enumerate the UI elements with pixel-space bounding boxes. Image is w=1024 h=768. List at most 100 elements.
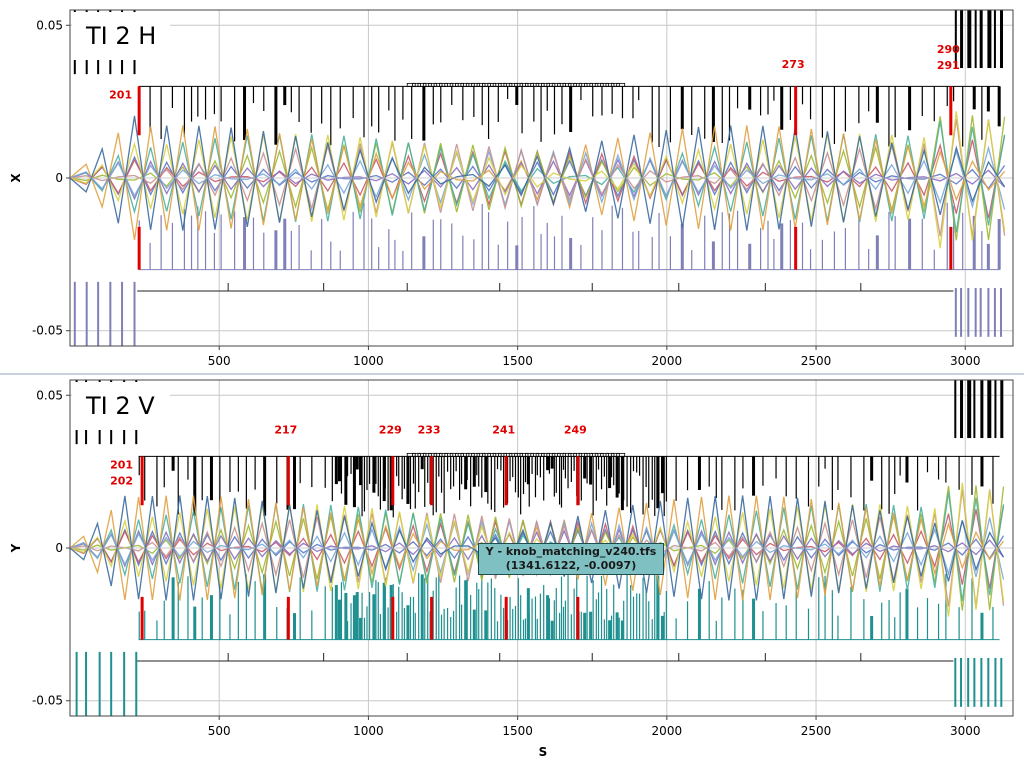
element-label: 249	[564, 423, 587, 436]
element-marker-bottom	[561, 215, 563, 270]
edge-marker-bottom	[987, 287, 990, 337]
element-marker-bottom	[648, 601, 650, 640]
element-marker-top	[502, 456, 505, 508]
element-bump	[594, 82, 604, 87]
element-marker-top	[160, 86, 162, 140]
element-bump	[449, 82, 459, 87]
element-marker-bottom	[138, 611, 140, 640]
element-marker-top	[193, 456, 197, 516]
element-marker-bottom	[543, 584, 545, 640]
element-marker-bottom	[600, 575, 603, 640]
element-marker-bottom	[377, 582, 379, 640]
element-marker-top	[665, 456, 667, 502]
highlight-marker-bottom	[430, 596, 434, 640]
element-marker-bottom	[663, 611, 665, 640]
element-marker-bottom	[610, 615, 613, 640]
x-tick-label: 1500	[502, 354, 533, 368]
element-marker-top	[520, 456, 522, 515]
element-marker-top	[807, 456, 810, 507]
element-marker-top	[642, 456, 644, 515]
element-marker-bottom	[321, 218, 323, 270]
element-marker-bottom	[406, 605, 410, 640]
edge-marker-bottom	[85, 651, 88, 716]
element-marker-bottom	[494, 587, 496, 640]
element-bump	[530, 82, 540, 87]
element-marker-bottom	[621, 208, 624, 270]
element-marker-bottom	[427, 574, 429, 640]
edge-marker-bottom	[85, 281, 88, 346]
element-marker-bottom	[916, 607, 919, 640]
element-marker-bottom	[992, 606, 994, 640]
edge-marker-bottom	[1000, 287, 1003, 337]
element-marker-top	[868, 86, 870, 112]
highlight-marker-top	[949, 86, 953, 136]
element-marker-bottom	[980, 612, 984, 640]
title-box	[72, 382, 170, 430]
element-marker-bottom	[704, 215, 706, 270]
element-marker-bottom	[645, 591, 647, 640]
element-marker-bottom	[187, 576, 189, 640]
element-marker-top	[570, 456, 572, 483]
element-marker-bottom	[466, 577, 468, 640]
element-marker-bottom	[490, 578, 492, 640]
element-marker-top	[398, 456, 400, 486]
element-marker-top	[600, 456, 603, 490]
element-marker-bottom	[520, 595, 522, 640]
element-marker-top	[422, 86, 426, 141]
element-marker-bottom	[868, 248, 870, 270]
element-marker-bottom	[603, 619, 605, 640]
element-marker-top	[204, 86, 207, 120]
element-marker-bottom	[412, 596, 415, 640]
element-marker-top	[752, 456, 756, 496]
element-marker-bottom	[623, 600, 625, 640]
element-bump	[465, 452, 475, 457]
panel-separator[interactable]	[0, 373, 1024, 375]
element-marker-bottom	[368, 591, 371, 640]
element-marker-top	[962, 86, 964, 147]
element-bump	[600, 82, 609, 87]
element-bump	[492, 452, 502, 457]
element-marker-top	[389, 456, 393, 511]
element-label: 291	[937, 59, 960, 72]
element-marker-bottom	[213, 232, 216, 270]
element-marker-top	[138, 456, 140, 476]
element-marker-top	[881, 456, 883, 510]
highlight-marker-bottom	[286, 596, 290, 640]
element-marker-top	[171, 456, 175, 471]
element-bump	[444, 82, 454, 87]
element-marker-bottom	[237, 581, 239, 640]
element-marker-bottom	[163, 600, 165, 640]
element-marker-bottom	[432, 590, 434, 640]
element-marker-top	[339, 86, 341, 129]
orbit-line	[69, 115, 1006, 231]
y-tick-label: 0.05	[36, 388, 63, 402]
element-marker-top	[424, 456, 426, 507]
x-tick-label: 2500	[801, 724, 832, 738]
x-tick-label: 1000	[353, 724, 384, 738]
element-marker-bottom	[636, 593, 638, 640]
element-marker-top	[651, 86, 653, 143]
element-marker-bottom	[837, 615, 839, 640]
element-marker-bottom	[171, 222, 174, 270]
plot-title: TI 2 H	[85, 22, 156, 50]
element-marker-top	[801, 86, 804, 105]
element-marker-top	[473, 86, 475, 117]
element-bump	[541, 82, 550, 87]
element-marker-bottom	[589, 611, 593, 640]
element-marker-top	[971, 456, 973, 495]
element-marker-top	[352, 86, 354, 119]
element-marker-top	[875, 86, 879, 123]
element-marker-top	[440, 86, 442, 123]
element-marker-top	[785, 456, 787, 497]
highlight-marker-top	[430, 456, 434, 506]
element-marker-bottom	[263, 574, 267, 640]
element-marker-top	[411, 86, 413, 139]
element-marker-bottom	[675, 618, 677, 640]
element-marker-bottom	[361, 592, 363, 640]
element-marker-bottom	[234, 211, 236, 270]
element-marker-top	[610, 456, 613, 478]
element-marker-top	[435, 456, 437, 513]
element-marker-bottom	[337, 599, 341, 640]
